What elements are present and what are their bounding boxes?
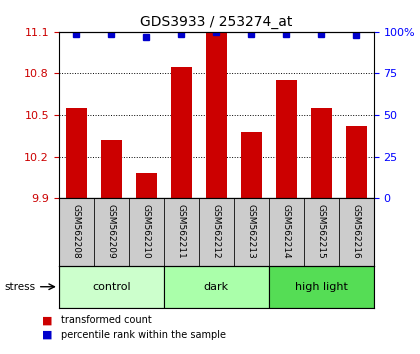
Text: stress: stress: [4, 282, 35, 292]
Bar: [94, 198, 129, 266]
Bar: [164, 198, 199, 266]
Bar: [59, 266, 164, 308]
Text: GSM562214: GSM562214: [282, 204, 291, 258]
Text: percentile rank within the sample: percentile rank within the sample: [61, 330, 226, 339]
Text: GSM562211: GSM562211: [177, 204, 186, 258]
Bar: [234, 198, 269, 266]
Text: ■: ■: [42, 330, 52, 339]
Bar: [241, 132, 262, 198]
Bar: [304, 198, 339, 266]
Text: GSM562209: GSM562209: [107, 204, 116, 258]
Text: control: control: [92, 282, 131, 292]
Text: GSM562208: GSM562208: [72, 204, 81, 258]
Text: transformed count: transformed count: [61, 315, 152, 325]
Bar: [199, 198, 234, 266]
Bar: [206, 33, 227, 198]
Bar: [269, 266, 374, 308]
Title: GDS3933 / 253274_at: GDS3933 / 253274_at: [140, 16, 292, 29]
Bar: [346, 126, 367, 198]
Bar: [311, 108, 332, 198]
Text: ■: ■: [42, 315, 52, 325]
Text: dark: dark: [204, 282, 229, 292]
Bar: [269, 198, 304, 266]
Bar: [129, 198, 164, 266]
Bar: [276, 80, 297, 198]
Bar: [59, 198, 94, 266]
Text: GSM562215: GSM562215: [317, 204, 326, 258]
Bar: [136, 173, 157, 198]
Text: GSM562213: GSM562213: [247, 204, 256, 258]
Bar: [171, 67, 192, 198]
Text: GSM562210: GSM562210: [142, 204, 151, 258]
Bar: [66, 108, 87, 198]
Text: high light: high light: [295, 282, 348, 292]
Text: GSM562212: GSM562212: [212, 204, 221, 258]
Bar: [339, 198, 374, 266]
Text: GSM562216: GSM562216: [352, 204, 361, 258]
Bar: [101, 140, 122, 198]
Bar: [164, 266, 269, 308]
